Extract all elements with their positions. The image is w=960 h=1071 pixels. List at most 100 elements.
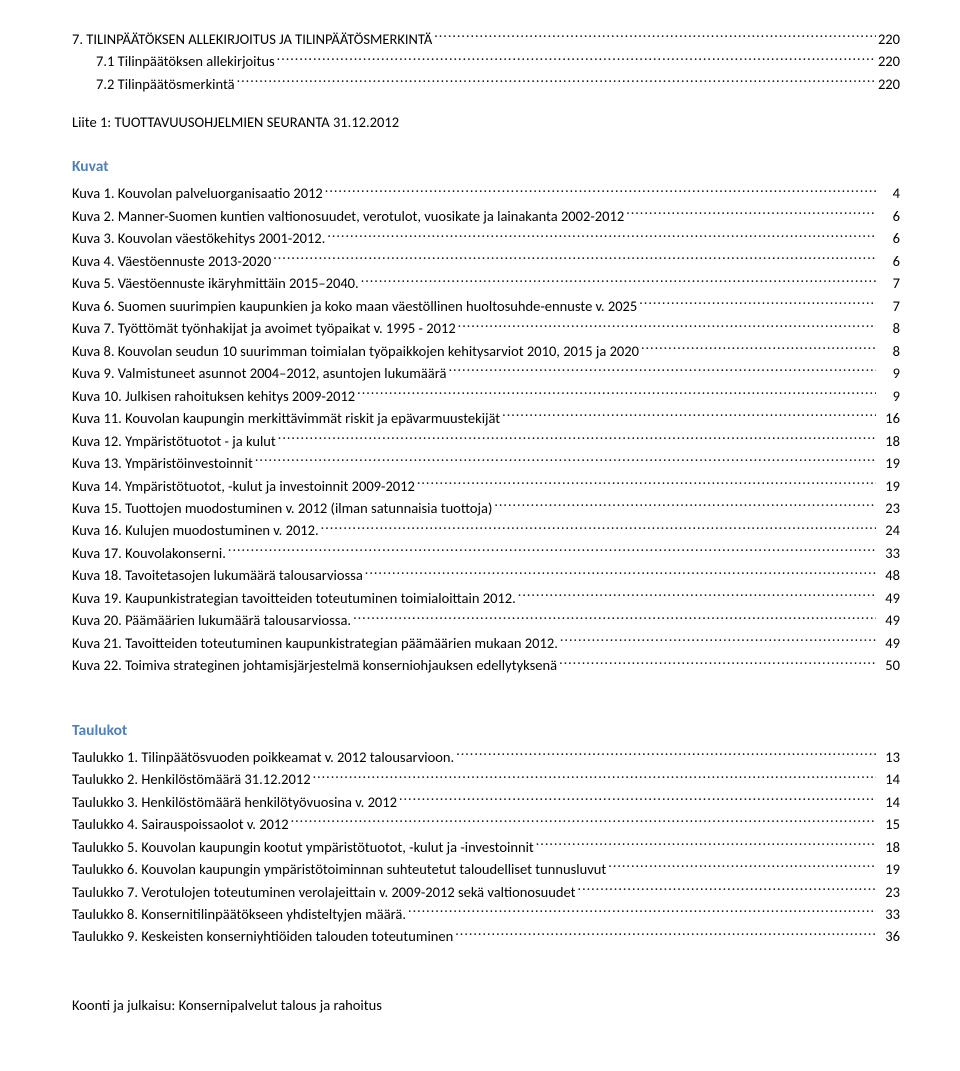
toc-entry: Taulukko 7. Verotulojen toteutuminen ver… — [72, 881, 900, 903]
toc-entry: Kuva 12. Ympäristötuotot - ja kulut 18 — [72, 430, 900, 452]
toc-entry-label: Kuva 19. Kaupunkistrategian tavoitteiden… — [72, 587, 516, 609]
toc-entry-page: 9 — [878, 362, 900, 384]
toc-entry-page: 4 — [878, 182, 900, 204]
toc-entry-page: 6 — [878, 205, 900, 227]
toc-entry: Kuva 7. Työttömät työnhakijat ja avoimet… — [72, 317, 900, 339]
toc-leader-dots — [458, 319, 876, 334]
toc-section-chapter-7: 7. TILINPÄÄTÖKSEN ALLEKIRJOITUS JA TILIN… — [72, 28, 900, 95]
toc-entry-label: Kuva 4. Väestöennuste 2013-2020 — [72, 250, 271, 272]
toc-entry: Kuva 10. Julkisen rahoituksen kehitys 20… — [72, 385, 900, 407]
toc-entry: Taulukko 9. Keskeisten konserniyhtiöiden… — [72, 925, 900, 947]
toc-entry-page: 19 — [878, 452, 900, 474]
toc-entry: Kuva 14. Ympäristötuotot, -kulut ja inve… — [72, 475, 900, 497]
toc-entry-label: Kuva 16. Kulujen muodostuminen v. 2012. — [72, 519, 319, 541]
toc-entry-page: 8 — [878, 340, 900, 362]
toc-entry: Taulukko 6. Kouvolan kaupungin ympäristö… — [72, 858, 900, 880]
toc-leader-dots — [321, 521, 876, 536]
toc-leader-dots — [536, 837, 876, 852]
toc-entry: Kuva 4. Väestöennuste 2013-2020 6 — [72, 250, 900, 272]
toc-leader-dots — [291, 815, 876, 830]
toc-leader-dots — [255, 454, 876, 469]
toc-entry-label: Kuva 12. Ympäristötuotot - ja kulut — [72, 430, 276, 452]
toc-entry-label: Kuva 5. Väestöennuste ikäryhmittäin 2015… — [72, 272, 359, 294]
toc-entry: Kuva 13. Ympäristöinvestoinnit 19 — [72, 452, 900, 474]
toc-entry-label: Kuva 20. Päämäärien lukumäärä talousarvi… — [72, 609, 351, 631]
toc-entry-page: 14 — [878, 791, 900, 813]
toc-entry-page: 19 — [878, 858, 900, 880]
toc-entry-page: 7 — [878, 272, 900, 294]
toc-entry: Kuva 9. Valmistuneet asunnot 2004–2012, … — [72, 362, 900, 384]
toc-leader-dots — [560, 633, 876, 648]
toc-entry: Taulukko 5. Kouvolan kaupungin kootut ym… — [72, 836, 900, 858]
toc-leader-dots — [641, 341, 876, 356]
toc-entry-page: 49 — [878, 609, 900, 631]
toc-entry-label: Kuva 8. Kouvolan seudun 10 suurimman toi… — [72, 340, 639, 362]
toc-entry-page: 48 — [878, 564, 900, 586]
toc-section-kuvat: Kuva 1. Kouvolan palveluorganisaatio 201… — [72, 182, 900, 676]
toc-entry-page: 24 — [878, 519, 900, 541]
toc-entry-label: 7. TILINPÄÄTÖKSEN ALLEKIRJOITUS JA TILIN… — [72, 28, 432, 50]
footer-publisher: Koonti ja julkaisu: Konsernipalvelut tal… — [72, 996, 900, 1014]
toc-entry: 7. TILINPÄÄTÖKSEN ALLEKIRJOITUS JA TILIN… — [72, 28, 900, 50]
toc-entry-page: 19 — [878, 475, 900, 497]
toc-leader-dots — [417, 476, 876, 491]
toc-entry: Kuva 11. Kouvolan kaupungin merkittävimm… — [72, 407, 900, 429]
document-page: 7. TILINPÄÄTÖKSEN ALLEKIRJOITUS JA TILIN… — [0, 0, 960, 1054]
toc-entry-page: 6 — [878, 250, 900, 272]
toc-entry-page: 220 — [878, 73, 900, 95]
toc-entry-label: Taulukko 1. Tilinpäätösvuoden poikkeamat… — [72, 746, 454, 768]
toc-entry-label: Taulukko 4. Sairauspoissaolot v. 2012 — [72, 813, 289, 835]
toc-entry: Kuva 20. Päämäärien lukumäärä talousarvi… — [72, 609, 900, 631]
toc-entry-page: 13 — [878, 746, 900, 768]
toc-entry-page: 23 — [878, 881, 900, 903]
toc-entry: Taulukko 8. Konsernitilinpäätökseen yhdi… — [72, 903, 900, 925]
toc-entry-page: 8 — [878, 317, 900, 339]
toc-entry: Kuva 3. Kouvolan väestökehitys 2001-2012… — [72, 227, 900, 249]
toc-entry: 7.2 Tilinpäätösmerkintä 220 — [72, 73, 900, 95]
toc-entry: Kuva 6. Suomen suurimpien kaupunkien ja … — [72, 295, 900, 317]
toc-entry: Kuva 2. Manner-Suomen kuntien valtionosu… — [72, 205, 900, 227]
toc-entry-page: 49 — [878, 632, 900, 654]
heading-kuvat: Kuvat — [72, 157, 900, 176]
toc-leader-dots — [626, 206, 876, 221]
toc-entry-label: Taulukko 3. Henkilöstömäärä henkilötyövu… — [72, 791, 397, 813]
toc-entry-page: 23 — [878, 497, 900, 519]
toc-entry-page: 18 — [878, 430, 900, 452]
toc-leader-dots — [228, 543, 876, 558]
toc-leader-dots — [494, 498, 876, 513]
toc-entry-label: Kuva 13. Ympäristöinvestoinnit — [72, 452, 253, 474]
heading-taulukot: Taulukot — [72, 721, 900, 740]
toc-leader-dots — [237, 74, 876, 89]
toc-leader-dots — [408, 905, 876, 920]
toc-entry-page: 33 — [878, 903, 900, 925]
toc-leader-dots — [361, 274, 876, 289]
toc-entry-page: 220 — [878, 50, 900, 72]
toc-entry-page: 7 — [878, 295, 900, 317]
toc-leader-dots — [273, 251, 876, 266]
toc-entry-label: Kuva 14. Ympäristötuotot, -kulut ja inve… — [72, 475, 415, 497]
toc-entry-label: Kuva 21. Tavoitteiden toteutuminen kaupu… — [72, 632, 558, 654]
toc-leader-dots — [277, 52, 876, 67]
toc-entry-label: Kuva 3. Kouvolan väestökehitys 2001-2012… — [72, 227, 325, 249]
toc-entry-label: Taulukko 6. Kouvolan kaupungin ympäristö… — [72, 858, 606, 880]
toc-entry-label: Kuva 18. Tavoitetasojen lukumäärä talous… — [72, 564, 363, 586]
toc-entry: Taulukko 4. Sairauspoissaolot v. 2012 15 — [72, 813, 900, 835]
toc-entry-page: 49 — [878, 587, 900, 609]
toc-entry-page: 15 — [878, 813, 900, 835]
toc-entry: Kuva 8. Kouvolan seudun 10 suurimman toi… — [72, 340, 900, 362]
toc-entry: Kuva 5. Väestöennuste ikäryhmittäin 2015… — [72, 272, 900, 294]
toc-section-taulukot: Taulukko 1. Tilinpäätösvuoden poikkeamat… — [72, 746, 900, 948]
toc-entry-label: Taulukko 9. Keskeisten konserniyhtiöiden… — [72, 925, 453, 947]
toc-leader-dots — [518, 588, 876, 603]
toc-leader-dots — [434, 30, 876, 45]
toc-entry-label: Taulukko 8. Konsernitilinpäätökseen yhdi… — [72, 903, 406, 925]
toc-entry-label: Kuva 11. Kouvolan kaupungin merkittävimm… — [72, 407, 500, 429]
toc-entry-label: Kuva 6. Suomen suurimpien kaupunkien ja … — [72, 295, 637, 317]
toc-entry-label: 7.1 Tilinpäätöksen allekirjoitus — [96, 50, 275, 72]
toc-entry-label: 7.2 Tilinpäätösmerkintä — [96, 73, 235, 95]
toc-entry: Kuva 18. Tavoitetasojen lukumäärä talous… — [72, 564, 900, 586]
toc-entry: Kuva 16. Kulujen muodostuminen v. 2012. 2… — [72, 519, 900, 541]
toc-entry-label: Taulukko 5. Kouvolan kaupungin kootut ym… — [72, 836, 534, 858]
toc-entry-page: 50 — [878, 654, 900, 676]
toc-entry: Kuva 21. Tavoitteiden toteutuminen kaupu… — [72, 632, 900, 654]
